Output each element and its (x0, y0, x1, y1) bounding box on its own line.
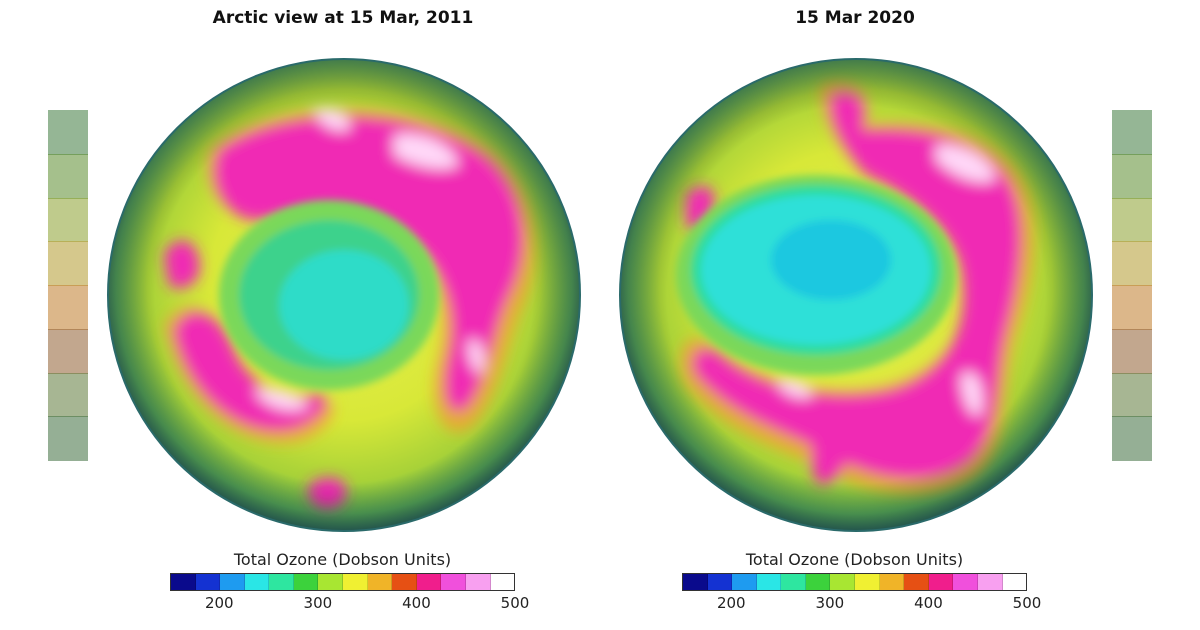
blurred-color-block (48, 197, 88, 243)
colorbar-segment (855, 574, 880, 590)
colorbar-segment (904, 574, 929, 590)
blurred-color-block (1112, 153, 1152, 199)
colorbar-segment (953, 574, 978, 590)
blurred-color-block (48, 328, 88, 374)
panel-title-2011: Arctic view at 15 Mar, 2011 (212, 8, 474, 28)
colorbar-segment (805, 574, 831, 590)
colorbar-tick-label: 300 (303, 594, 333, 612)
colorbar-segment (1002, 574, 1027, 590)
colorbar-segment (171, 574, 196, 590)
colorbar-segment (343, 574, 368, 590)
colorbar-segment (220, 574, 245, 590)
colorbar-segment (269, 574, 294, 590)
colorbar-segment (490, 574, 515, 590)
colorbar-segment (195, 574, 221, 590)
map-panel-2011: Arctic view at 15 Mar, 2011 (88, 0, 608, 630)
colorbar-segment (732, 574, 757, 590)
colorbar-segment (318, 574, 344, 590)
colorbar-tick-label: 200 (716, 594, 746, 612)
colorbar-segment (928, 574, 954, 590)
blurred-color-block (1112, 110, 1152, 155)
ozone-globe-2011 (107, 58, 581, 532)
colorbar-2011 (170, 573, 515, 591)
colorbar-2020 (682, 573, 1027, 591)
colorbar-tick-label: 400 (914, 594, 943, 612)
colorbar-ticks-2011: 200 300 400 500 (170, 594, 529, 618)
blurred-color-block (1112, 285, 1152, 330)
colorbar-ticks-2020: 200 300 400 500 (682, 594, 1041, 618)
legend-title-2020: Total Ozone (Dobson Units) (745, 550, 964, 569)
blurred-color-block (48, 110, 88, 155)
blurred-color-block (1112, 372, 1152, 418)
blurred-color-block (48, 372, 88, 418)
blurred-color-block (1112, 328, 1152, 374)
legend-title-2011: Total Ozone (Dobson Units) (233, 550, 452, 569)
colorbar-segment (879, 574, 905, 590)
blurred-color-block (1112, 197, 1152, 243)
colorbar-segment (781, 574, 806, 590)
colorbar-tick-label: 200 (204, 594, 234, 612)
blurred-color-block (1112, 416, 1152, 461)
colorbar-segment (392, 574, 417, 590)
blurred-color-block (1112, 241, 1152, 286)
colorbar-tick-label: 300 (815, 594, 845, 612)
colorbar-tick-label: 500 (1012, 594, 1042, 612)
ozone-globe-2020 (619, 58, 1093, 532)
map-panel-2020: 15 Mar 2020 (600, 0, 1120, 630)
blurred-color-block (48, 416, 88, 461)
blurred-color-block (48, 285, 88, 330)
colorbar-segment (367, 574, 393, 590)
panel-title-2020: 15 Mar 2020 (795, 8, 915, 28)
blurred-color-block (48, 241, 88, 286)
colorbar-segment (416, 574, 442, 590)
colorbar-segment (977, 574, 1003, 590)
right-blurred-background (1112, 0, 1200, 630)
colorbar-segment (707, 574, 733, 590)
colorbar-segment (465, 574, 491, 590)
colorbar-tick-label: 400 (402, 594, 431, 612)
colorbar-segment (441, 574, 466, 590)
left-blurred-background (0, 0, 88, 630)
colorbar-segment (756, 574, 782, 590)
colorbar-segment (830, 574, 856, 590)
colorbar-segment (683, 574, 708, 590)
colorbar-tick-label: 500 (500, 594, 530, 612)
colorbar-segment (244, 574, 270, 590)
blurred-color-block (48, 153, 88, 199)
colorbar-segment (293, 574, 319, 590)
